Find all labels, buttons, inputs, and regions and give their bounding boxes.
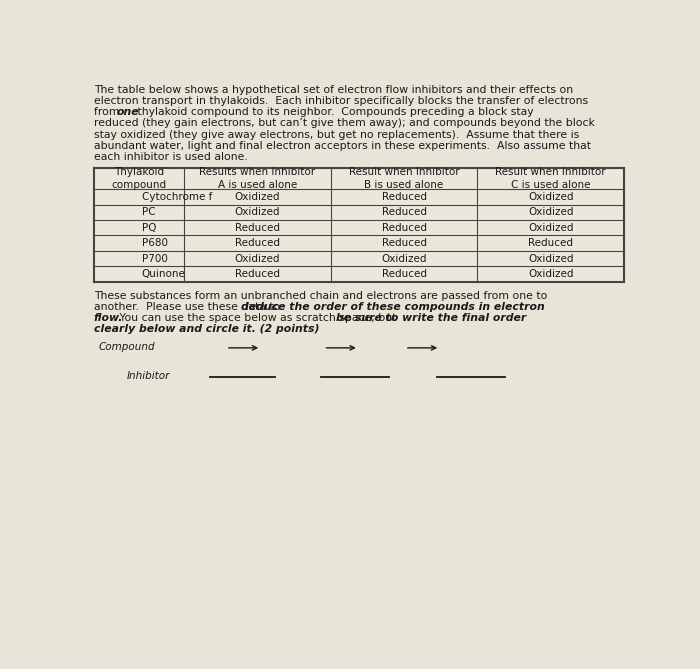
Text: thylakoid compound to its neighbor.  Compounds preceding a block stay: thylakoid compound to its neighbor. Comp… [134,107,533,117]
Text: from: from [94,107,122,117]
Text: Inhibitor: Inhibitor [126,371,169,381]
Text: Reduced: Reduced [382,207,426,217]
Text: Reduced: Reduced [234,238,280,248]
Text: clearly below and circle it. (2 points): clearly below and circle it. (2 points) [94,324,319,334]
Text: flow.: flow. [94,313,123,323]
Text: Reduced: Reduced [528,238,573,248]
Text: Quinone: Quinone [142,269,186,279]
Text: Results when Inhibitor
A is used alone: Results when Inhibitor A is used alone [199,167,315,189]
Text: P700: P700 [142,254,168,264]
Text: Thylakoid
compound: Thylakoid compound [111,167,167,189]
Text: one: one [116,107,139,117]
Text: Oxidized: Oxidized [528,192,573,202]
Text: You can use the space below as scratch space, but: You can use the space below as scratch s… [116,313,400,323]
Text: PC: PC [142,207,155,217]
Text: deduce the order of these compounds in electron: deduce the order of these compounds in e… [241,302,545,312]
Text: These substances form an unbranched chain and electrons are passed from one to: These substances form an unbranched chai… [94,291,547,301]
Text: Oxidized: Oxidized [234,207,280,217]
Text: Oxidized: Oxidized [528,223,573,233]
Text: Compound: Compound [98,342,155,352]
Text: Reduced: Reduced [382,223,426,233]
Text: Oxidized: Oxidized [528,207,573,217]
Text: Result when Inhibitor
C is used alone: Result when Inhibitor C is used alone [496,167,606,189]
Text: Reduced: Reduced [234,223,280,233]
Text: Oxidized: Oxidized [528,269,573,279]
Text: Cytochrome f: Cytochrome f [142,192,212,202]
Text: stay oxidized (they give away electrons, but get no replacements).  Assume that : stay oxidized (they give away electrons,… [94,130,579,140]
Text: PQ: PQ [142,223,156,233]
Text: abundant water, light and final electron acceptors in these experiments.  Also a: abundant water, light and final electron… [94,140,591,151]
Text: electron transport in thylakoids.  Each inhibitor specifically blocks the transf: electron transport in thylakoids. Each i… [94,96,588,106]
Text: Result when Inhibitor
B is used alone: Result when Inhibitor B is used alone [349,167,459,189]
Text: Oxidized: Oxidized [234,192,280,202]
Text: be sure to write the final order: be sure to write the final order [337,313,526,323]
Text: Oxidized: Oxidized [528,254,573,264]
Text: another.  Please use these data to: another. Please use these data to [94,302,284,312]
Text: The table below shows a hypothetical set of electron flow inhibitors and their e: The table below shows a hypothetical set… [94,85,573,95]
Text: Oxidized: Oxidized [234,254,280,264]
Text: reduced (they gain electrons, but can’t give them away); and compounds beyond th: reduced (they gain electrons, but can’t … [94,118,594,128]
Text: each inhibitor is used alone.: each inhibitor is used alone. [94,152,248,162]
Text: Reduced: Reduced [382,269,426,279]
Text: Reduced: Reduced [382,238,426,248]
Text: P680: P680 [142,238,168,248]
Text: Reduced: Reduced [382,192,426,202]
Text: Reduced: Reduced [234,269,280,279]
Text: Oxidized: Oxidized [382,254,427,264]
